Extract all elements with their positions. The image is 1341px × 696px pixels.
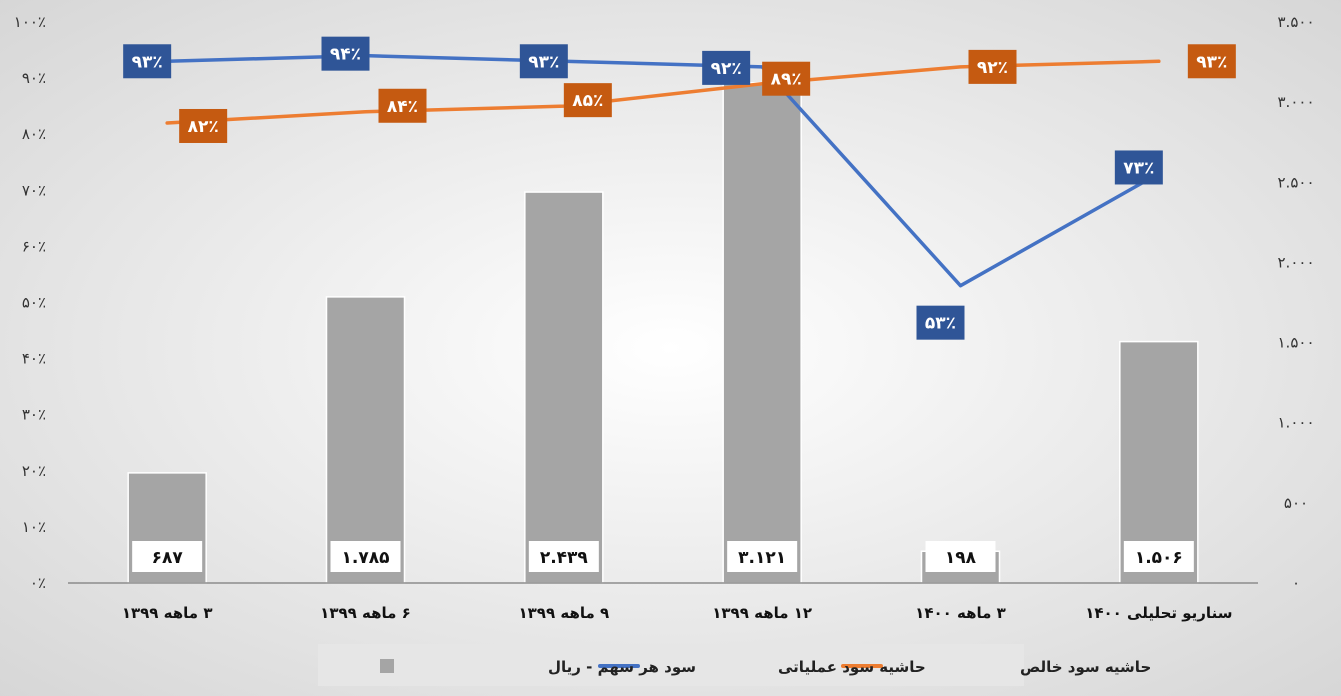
line-value-label: ۵۳٪ [916,305,965,340]
legend-bar-marker [380,659,394,673]
category-label: ۱۲ ماهه ۱۳۹۹ [712,604,812,622]
bar-value-box [925,541,996,572]
left-tick-label: ۶۰٪ [22,237,46,255]
line-value-text: ۸۹٪ [771,70,802,90]
line-value-box [321,36,370,71]
line-value-box [1187,44,1236,79]
bar-value-label: ۲.۴۳۹ [528,541,599,572]
line-value-label: ۹۲٪ [702,50,751,85]
line-value-label: ۸۹٪ [762,61,811,96]
bar-value-label: ۱.۷۸۵ [330,541,401,572]
line-value-box [563,83,612,118]
left-tick-label: ۵۰٪ [22,294,46,312]
left-tick-label: ۱۰٪ [22,518,46,536]
right-tick-label: ۵۰۰ [1284,494,1308,512]
category-label: ۳ ماهه ۱۳۹۹ [122,604,213,622]
axis-layer: ۰٪ ۱۰٪ ۲۰٪ ۳۰٪ ۴۰٪ ۵۰٪ ۶۰٪ ۷۰٪ ۸۰٪ ۹۰٪ ۱۰۰٪ ۰ ۵۰۰ ۱.۰… [14,13,1315,622]
line-value-text: ۸۲٪ [188,117,219,137]
bar-value-box [727,541,798,572]
left-tick-label: ۴۰٪ [22,350,46,368]
line-value-box [762,61,811,96]
bar-value-text: ۱.۵۰۶ [1135,548,1183,568]
line-value-box [968,49,1017,84]
bar-value-text: ۳.۱۲۱ [738,548,786,568]
bar-value-label: ۳.۱۲۱ [727,541,798,572]
line-value-text: ۸۴٪ [387,97,418,117]
line-value-label: ۸۲٪ [179,108,228,143]
right-tick-label: ۲.۵۰۰ [1278,173,1315,191]
legend-item: سود هر سهم - ریال [380,658,696,676]
left-tick-label: ۷۰٪ [22,181,46,199]
bar-value-box [528,541,599,572]
bar-value-text: ۱۹۸ [945,548,977,568]
bar-value-text: ۲.۴۳۹ [540,548,589,568]
left-tick-label: ۳۰٪ [22,406,46,424]
line-value-label: ۸۴٪ [378,88,427,123]
line-value-label: ۹۴٪ [321,36,370,71]
left-tick-label: ۹۰٪ [22,69,46,87]
bar-1 [325,296,406,584]
line-value-box [1114,150,1163,185]
right-tick-label: ۳.۰۰۰ [1278,93,1315,111]
category-label: ۶ ماهه ۱۳۹۹ [320,604,411,622]
line-value-text: ۹۴٪ [330,45,361,65]
line-value-label: ۸۵٪ [563,83,612,118]
right-tick-label: ۱.۵۰۰ [1278,334,1315,352]
line-value-text: ۵۳٪ [925,314,956,334]
bar-value-label: ۱۹۸ [925,541,996,572]
line-value-box [123,44,172,79]
line-value-label: ۹۳٪ [123,44,172,79]
legend-item: حاشیه سود عملیاتی [598,658,926,676]
line-value-text: ۸۵٪ [572,91,603,111]
legend-item: حاشیه سود خالص [841,658,1151,676]
right-tick-label: ۱.۰۰۰ [1278,414,1315,432]
line-value-box [179,108,228,143]
left-tick-label: ۲۰٪ [22,462,46,480]
line-value-text: ۹۲٪ [711,59,742,79]
line-value-box [519,44,568,79]
line-value-label: ۷۳٪ [1114,150,1163,185]
category-label: ۳ ماهه ۱۴۰۰ [915,604,1006,622]
line-value-label: ۹۳٪ [1187,44,1236,79]
legend-label: حاشیه سود عملیاتی [778,658,926,676]
line-value-text: ۹۳٪ [528,52,559,72]
bar-value-label: ۶۸۷ [132,541,203,572]
bar-value-label: ۱.۵۰۶ [1123,541,1194,572]
left-tick-label: ۸۰٪ [22,125,46,143]
bar-value-text: ۱.۷۸۵ [342,548,390,568]
left-tick-label: ۰٪ [30,574,46,592]
bar-value-text: ۶۸۷ [152,548,184,568]
bar-value-box [1123,541,1194,572]
bar-3 [722,81,802,584]
bar-value-box [132,541,203,572]
legend-label: حاشیه سود خالص [1020,658,1151,676]
category-label: سناریو تحلیلی ۱۴۰۰ [1085,604,1232,622]
bar-2 [524,191,604,584]
legend: حاشیه سود خالص حاشیه سود عملیاتی سود هر سه… [318,644,1151,686]
line-value-box [378,88,427,123]
line-value-box [916,305,965,340]
category-label: ۹ ماهه ۱۳۹۹ [519,604,610,622]
bar-value-box [330,541,401,572]
line-value-label: ۹۲٪ [968,49,1017,84]
left-tick-label: ۱۰۰٪ [14,13,46,31]
labels-layer: ۶۸۷ ۱.۷۸۵ ۲.۴۳۹ ۳.۱۲۱ ۱۹۸ ۱.۵۰۶ ۹۳٪ ۹۴٪ ۹۳٪ ۹۲٪ ۵۳… [123,36,1236,572]
legend-box [318,644,1024,686]
right-tick-label: ۳.۵۰۰ [1278,13,1315,31]
line-value-text: ۹۳٪ [132,52,163,72]
line-value-text: ۷۳٪ [1123,158,1154,178]
right-tick-label: ۰ [1292,574,1300,592]
line-value-text: ۹۳٪ [1196,52,1227,72]
legend-label: سود هر سهم - ریال [548,658,696,676]
line-value-text: ۹۲٪ [977,58,1008,78]
line-value-box [702,50,751,85]
right-tick-label: ۲.۰۰۰ [1278,253,1315,271]
line-value-label: ۹۳٪ [519,44,568,79]
